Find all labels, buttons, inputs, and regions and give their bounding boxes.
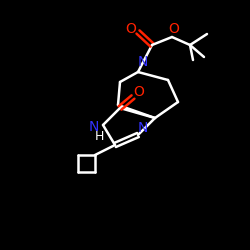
- Text: O: O: [126, 22, 136, 36]
- Text: N: N: [138, 55, 148, 69]
- Text: O: O: [168, 22, 179, 36]
- Text: N: N: [138, 121, 148, 135]
- Text: O: O: [134, 85, 144, 99]
- Text: H: H: [94, 130, 104, 143]
- Text: N: N: [89, 120, 99, 134]
